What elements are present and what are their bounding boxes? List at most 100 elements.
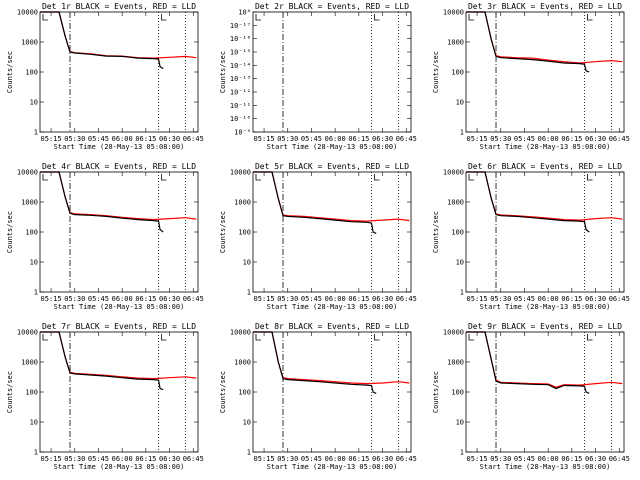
y-tick-label: 10⁻¹⁰: [230, 115, 251, 123]
x-axis-label: Start Time (28-May-13 05:08:00): [480, 143, 611, 151]
y-axis-label: Counts/sec: [219, 211, 227, 253]
series-line-lld: [466, 331, 623, 388]
y-tick-label: 10000: [230, 329, 251, 337]
y-tick-label: 1000: [21, 199, 38, 207]
x-tick-label: 06:45: [396, 295, 417, 303]
x-tick-label: 06:30: [159, 455, 180, 463]
series-line-lld: [253, 331, 410, 385]
y-tick-label: 100: [238, 389, 251, 397]
y-tick-label: 1000: [447, 39, 464, 47]
x-tick-label: 06:00: [538, 135, 559, 143]
y-tick-label: 1: [460, 449, 464, 457]
x-tick-label: 05:45: [514, 455, 535, 463]
y-tick-label: 10000: [230, 169, 251, 177]
bracket-glyph: [161, 14, 167, 21]
x-tick-label: 05:30: [277, 295, 298, 303]
x-tick-label: 06:15: [348, 455, 369, 463]
y-tick-label: 10⁻¹⁶: [230, 35, 251, 43]
bracket-glyph: [161, 174, 167, 181]
x-tick-label: 05:15: [467, 295, 488, 303]
x-tick-label: 06:30: [159, 135, 180, 143]
bracket-glyph: [587, 14, 593, 21]
x-axis-label: Start Time (28-May-13 05:08:00): [54, 463, 185, 471]
series-line-events: [40, 171, 164, 233]
y-tick-label: 1000: [21, 39, 38, 47]
bracket-glyph: [374, 174, 380, 181]
x-tick-label: 06:00: [112, 455, 133, 463]
y-tick-label: 1: [34, 449, 38, 457]
y-tick-label: 10: [243, 259, 251, 267]
x-axis-label: Start Time (28-May-13 05:08:00): [267, 303, 398, 311]
series-line-lld: [40, 11, 197, 59]
y-tick-label: 10: [30, 259, 38, 267]
x-tick-label: 06:15: [348, 135, 369, 143]
x-tick-label: 06:15: [348, 295, 369, 303]
y-axis-label: Counts/sec: [432, 211, 440, 253]
x-tick-label: 06:45: [609, 455, 630, 463]
y-tick-label: 10⁻¹⁵: [230, 49, 251, 57]
bracket-glyph: [161, 334, 167, 341]
x-tick-label: 05:15: [467, 455, 488, 463]
panel-title: Det 8r BLACK = Events, RED = LLD: [255, 322, 409, 331]
series-line-events: [253, 331, 377, 394]
x-tick-label: 06:45: [396, 455, 417, 463]
y-tick-label: 10⁻⁹: [234, 129, 251, 137]
x-tick-label: 06:00: [112, 135, 133, 143]
x-axis-label: Start Time (28-May-13 05:08:00): [480, 463, 611, 471]
x-axis-label: Start Time (28-May-13 05:08:00): [54, 143, 185, 151]
bracket-glyph: [587, 174, 593, 181]
x-tick-label: 06:45: [609, 295, 630, 303]
x-tick-label: 05:45: [301, 135, 322, 143]
y-tick-label: 1000: [234, 359, 251, 367]
x-tick-label: 05:15: [254, 455, 275, 463]
x-tick-label: 06:30: [372, 455, 393, 463]
y-axis-label: Counts/sec: [432, 371, 440, 413]
x-tick-label: 05:30: [490, 455, 511, 463]
y-tick-label: 10⁻¹⁷: [230, 22, 251, 30]
x-tick-label: 05:15: [254, 135, 275, 143]
panel-title: Det 3r BLACK = Events, RED = LLD: [468, 2, 622, 11]
y-tick-label: 1000: [447, 359, 464, 367]
panel-det-6: Det 6r BLACK = Events, RED = LLD 05:15 05:…: [432, 162, 630, 311]
plot-frame: [252, 11, 412, 133]
y-tick-label: 100: [238, 229, 251, 237]
panel-title: Det 6r BLACK = Events, RED = LLD: [468, 162, 622, 171]
bracket-glyph: [42, 174, 48, 181]
x-tick-label: 05:15: [41, 455, 62, 463]
y-tick-label: 1: [34, 129, 38, 137]
series-line-events: [466, 171, 590, 233]
x-tick-label: 05:45: [88, 295, 109, 303]
y-axis-label: Counts/sec: [219, 51, 227, 93]
x-tick-label: 06:45: [183, 295, 204, 303]
panel-title: Det 7r BLACK = Events, RED = LLD: [42, 322, 196, 331]
series-line-lld: [40, 331, 197, 380]
x-tick-label: 06:00: [538, 295, 559, 303]
x-axis-label: Start Time (28-May-13 05:08:00): [267, 463, 398, 471]
y-tick-label: 10: [30, 99, 38, 107]
bracket-glyph: [374, 14, 380, 21]
y-tick-label: 10000: [17, 329, 38, 337]
series-line-events: [253, 171, 377, 234]
x-tick-label: 06:15: [135, 135, 156, 143]
x-tick-label: 05:15: [254, 295, 275, 303]
x-tick-label: 06:00: [325, 135, 346, 143]
series-line-lld: [466, 171, 623, 221]
x-tick-label: 05:45: [514, 295, 535, 303]
x-tick-label: 05:45: [514, 135, 535, 143]
x-tick-label: 05:45: [88, 135, 109, 143]
x-tick-label: 05:45: [88, 455, 109, 463]
y-tick-label: 10: [30, 419, 38, 427]
y-tick-label: 10000: [17, 9, 38, 17]
series-line-events: [40, 331, 164, 391]
x-tick-label: 06:45: [183, 455, 204, 463]
y-tick-label: 1: [460, 129, 464, 137]
panel-det-7: Det 7r BLACK = Events, RED = LLD 05:15 05:…: [6, 322, 204, 471]
y-tick-label: 10000: [443, 169, 464, 177]
x-tick-label: 06:45: [609, 135, 630, 143]
y-tick-label: 100: [25, 389, 38, 397]
